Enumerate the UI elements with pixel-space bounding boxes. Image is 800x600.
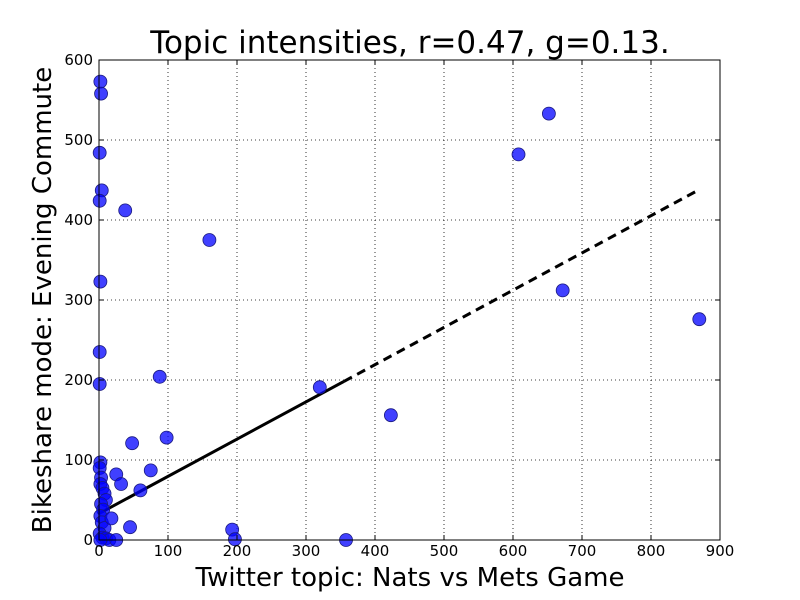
scatter-point [92,145,107,160]
scatter-point [692,312,707,327]
y-tick-label: 500 [64,131,93,149]
scatter-point [123,520,137,535]
scatter-point [94,86,108,101]
y-axis-label: Bikeshare mode: Evening Commute [28,67,58,533]
trend-line [98,188,701,515]
scatter-point [92,377,107,391]
scatter-point [104,511,119,526]
x-tick-label: 500 [430,542,459,560]
scatter-point [228,532,242,547]
y-tick-labels: 0 100 200 300 400 500 600 [64,51,93,549]
scatter-point [125,436,140,451]
scatter-point [93,74,108,89]
x-tick-label: 700 [568,542,597,560]
y-tick-label: 0 [83,531,93,549]
y-tick-label: 400 [64,211,93,229]
x-tick-label: 800 [637,542,666,560]
x-tick-label: 900 [706,542,735,560]
scatter-point [383,408,398,423]
scatter-point [93,274,108,289]
x-tick-label: 100 [154,542,183,560]
scatter-point [92,345,107,359]
x-tick-labels: 0 100 200 300 400 500 600 700 800 900 [94,542,734,560]
grid [99,60,720,540]
scatter-point [133,483,148,498]
trend-line-dashed [343,188,701,383]
scatter-point [541,106,556,121]
plot-frame [98,59,721,541]
chart-title: Topic intensities, r=0.47, g=0.13. [149,25,669,61]
x-tick-label: 300 [292,542,321,560]
y-tick-label: 600 [64,51,93,69]
x-tick-label: 400 [361,542,390,560]
x-tick-label: 0 [94,542,104,560]
scatter-point [511,147,526,162]
y-tick-label: 300 [64,291,93,309]
y-tick-label: 100 [64,451,93,469]
scatter-point [312,380,327,395]
data-points [92,74,707,547]
x-tick-label: 200 [223,542,252,560]
scatter-point [159,430,174,445]
scatter-point [152,369,167,384]
scatter-point [118,203,133,218]
scatter-point [202,233,217,247]
scatter-point [555,283,570,298]
axis-ticks [98,59,721,541]
x-tick-label: 600 [499,542,528,560]
scatter-point [114,477,128,491]
scatter-point [92,193,107,208]
y-tick-label: 200 [64,371,93,389]
x-axis-label: Twitter topic: Nats vs Mets Game [195,563,625,593]
scatter-point [143,463,158,478]
